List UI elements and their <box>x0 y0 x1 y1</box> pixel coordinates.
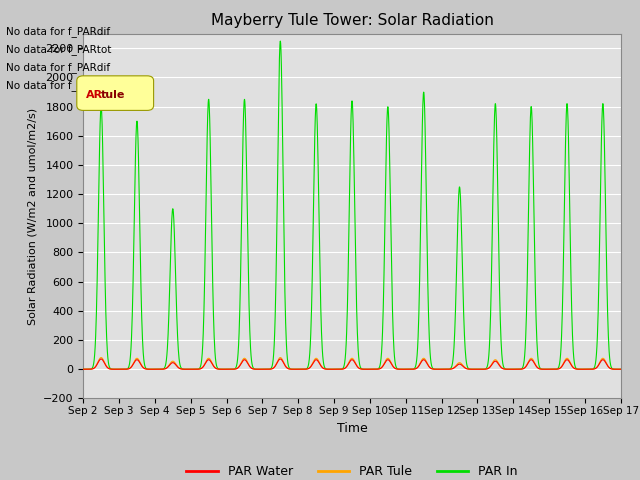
Text: No data for f_PARtot: No data for f_PARtot <box>6 80 112 91</box>
Text: AR: AR <box>86 90 104 100</box>
Text: No data for f_PARdif: No data for f_PARdif <box>6 25 111 36</box>
Y-axis label: Solar Radiation (W/m2 and umol/m2/s): Solar Radiation (W/m2 and umol/m2/s) <box>28 108 37 324</box>
Text: No data for f_PARdif: No data for f_PARdif <box>6 62 111 73</box>
Text: No data for f_PARtot: No data for f_PARtot <box>6 44 112 55</box>
X-axis label: Time: Time <box>337 421 367 434</box>
Title: Mayberry Tule Tower: Solar Radiation: Mayberry Tule Tower: Solar Radiation <box>211 13 493 28</box>
Legend: PAR Water, PAR Tule, PAR In: PAR Water, PAR Tule, PAR In <box>181 460 523 480</box>
Text: tule: tule <box>101 90 125 100</box>
